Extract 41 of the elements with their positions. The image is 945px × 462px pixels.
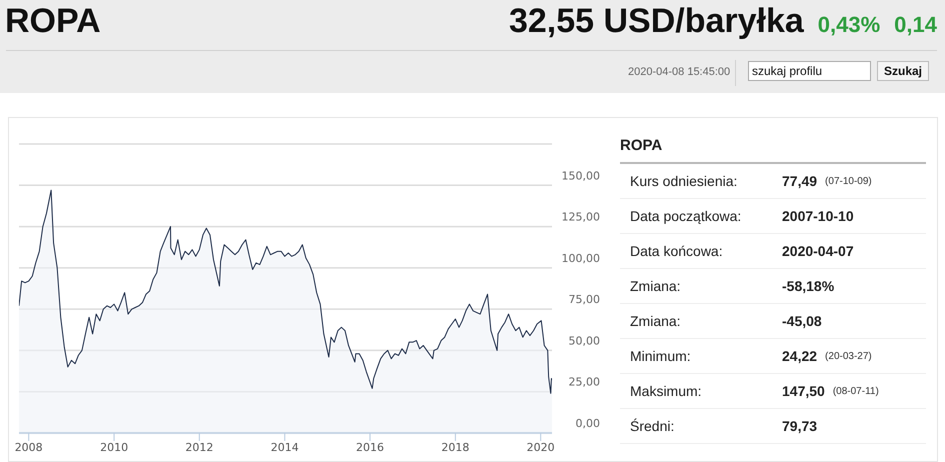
text: 2020-04-08 15:45:00 [628,66,730,78]
text: Data początkowa: [629,208,742,224]
text: Data końcowa: [629,243,724,259]
y-tick-label: 150,00 [562,169,600,182]
chart-title: ROPA [5,2,101,41]
x-tick-label: 2018 [441,440,470,454]
text: Średni: [629,418,676,434]
x-tick-label: 2020 [526,440,555,454]
text: 24,22 [782,348,818,364]
text: 2020-04-07 [782,243,854,259]
text: 32,55 USD/baryłka [508,2,804,41]
y-tick-label: 100,00 [562,252,600,265]
y-tick-label: 0,00 [576,417,600,430]
y-tick-label: 50,00 [568,334,600,348]
text: -58,18% [782,278,834,294]
text: 2007-10-10 [782,208,854,224]
text: 77,49 [782,173,818,189]
text: (08-07-11) [832,386,879,396]
text: ROPA [620,136,664,156]
text: -45,08 [782,313,822,329]
text: (20-03-27) [825,350,872,362]
search-field: szukaj profilu [748,61,871,81]
search-button: Szukaj [877,61,929,81]
text: (07-10-09) [825,176,872,186]
x-tick-label: 2014 [270,440,299,454]
x-tick-label: 2010 [100,440,128,454]
y-tick-label: 25,00 [568,376,600,389]
text: Minimum: [629,348,692,364]
x-tick-label: 2008 [14,440,43,454]
text: 79,73 [782,418,818,434]
text: 147,50 [782,383,825,399]
text: Maksimum: [629,383,703,399]
x-tick-label: 2012 [185,440,214,454]
text: Zmiana: [629,278,682,294]
text: 0,14 [894,12,937,38]
text: Zmiana: [629,313,682,329]
y-tick-label: 75,00 [568,293,600,306]
text: 0,43% [818,12,880,38]
x-tick-label: 2016 [356,440,384,454]
y-tick-label: 125,00 [562,210,600,224]
text: Kurs odniesienia: [629,173,738,189]
